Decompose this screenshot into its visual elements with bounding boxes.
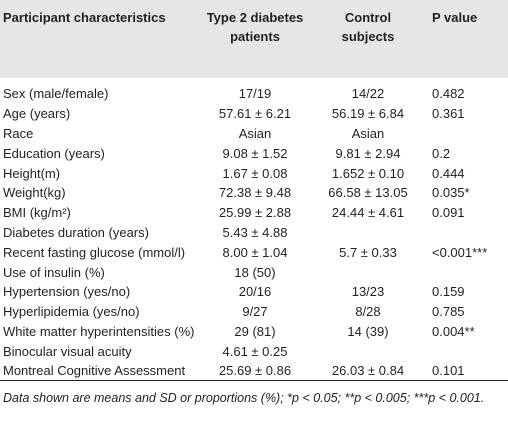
- table-cell: [422, 262, 508, 282]
- table-cell: Use of insulin (%): [3, 264, 105, 280]
- table-row: Age (years) 57.61 ± 6.21 56.19 ± 6.84 0.361: [0, 104, 508, 124]
- table-cell: 29 (81): [234, 323, 276, 339]
- table-cell: [422, 223, 508, 243]
- table-cell: 72.38 ± 9.48: [218, 185, 292, 201]
- table-cell: 17/19: [238, 86, 272, 102]
- column-header: P value: [432, 10, 478, 25]
- table-cell: 5.7 ± 0.33: [339, 244, 397, 260]
- table-cell: 0.785: [432, 304, 465, 320]
- table-cell: Weight(kg): [3, 185, 66, 201]
- table-cell: 1.652 ± 0.10: [331, 165, 405, 181]
- header-row: Participant characteristics Type 2 diabet…: [0, 0, 508, 78]
- table-cell: 4.61 ± 0.25: [222, 343, 288, 359]
- table-row: Hypertension (yes/no) 20/16 13/23 0.159: [0, 282, 508, 302]
- table-cell: White matter hyperintensities (%): [3, 323, 195, 339]
- table-row: BMI (kg/m²) 25.99 ± 2.88 24.44 ± 4.61 0.091: [0, 203, 508, 223]
- table-cell: [314, 262, 422, 282]
- table-row: Diabetes duration (years) 5.43 ± 4.88: [0, 223, 508, 243]
- table-cell: 14/22: [351, 86, 385, 102]
- table-cell: 0.444: [432, 165, 465, 181]
- table-cell: [422, 341, 508, 361]
- table-header: Participant characteristics Type 2 diabet…: [0, 0, 508, 78]
- table-cell: 0.482: [432, 86, 465, 102]
- column-header: Type 2 diabetes patients: [206, 10, 304, 44]
- table-cell: 9.81 ± 2.94: [335, 145, 401, 161]
- table-cell: 0.101: [422, 361, 508, 382]
- table-cell: 14 (39): [347, 323, 389, 339]
- table-cell: 1.67 ± 0.08: [222, 165, 288, 181]
- table-cell: [422, 124, 508, 144]
- table-cell: Education (years): [3, 145, 105, 161]
- table-cell: [314, 341, 422, 361]
- table-cell: BMI (kg/m²): [3, 205, 71, 221]
- table-cell: 0.035*: [432, 185, 470, 201]
- table-row: Weight(kg) 72.38 ± 9.48 66.58 ± 13.05 0.035…: [0, 183, 508, 203]
- table-cell: 18 (50): [234, 264, 276, 280]
- table-cell: 20/16: [238, 284, 272, 300]
- table-row: Height(m) 1.67 ± 0.08 1.652 ± 0.10 0.444: [0, 163, 508, 183]
- table-cell: [314, 223, 422, 243]
- table-cell: Height(m): [3, 165, 61, 181]
- table-cell: 5.43 ± 4.88: [222, 224, 288, 240]
- table-row: Montreal Cognitive Assessment 25.69 ± 0.8…: [0, 361, 508, 382]
- table-cell: 57.61 ± 6.21: [218, 106, 292, 122]
- table-cell: Asian: [351, 125, 385, 141]
- table-row: Sex (male/female) 17/19 14/22 0.482: [0, 84, 508, 104]
- column-header: Participant characteristics: [3, 10, 166, 25]
- table-cell: 25.99 ± 2.88: [218, 205, 292, 221]
- table-cell: 26.03 ± 0.84: [314, 361, 422, 382]
- table-body: Sex (male/female) 17/19 14/22 0.482 Age (yea…: [0, 78, 508, 382]
- footnote: Data shown are means and SD or proportio…: [3, 391, 485, 405]
- table-row: Recent fasting glucose (mmol/l) 8.00 ± 1.…: [0, 242, 508, 262]
- data-table: Participant characteristics Type 2 diabet…: [0, 0, 508, 382]
- table-cell: 25.69 ± 0.86: [196, 361, 314, 382]
- table-cell: <0.001***: [432, 244, 488, 260]
- table-row: Race Asian Asian: [0, 124, 508, 144]
- table-cell: Recent fasting glucose (mmol/l): [3, 244, 186, 260]
- table-cell: 0.361: [432, 106, 465, 122]
- table-cell: 56.19 ± 6.84: [331, 106, 405, 122]
- table-row: Binocular visual acuity 4.61 ± 0.25: [0, 341, 508, 361]
- table-cell: Hypertension (yes/no): [3, 284, 131, 300]
- table-cell: Binocular visual acuity: [3, 343, 132, 359]
- table-row: Hyperlipidemia (yes/no) 9/27 8/28 0.785: [0, 302, 508, 322]
- table-row: Use of insulin (%) 18 (50): [0, 262, 508, 282]
- table-cell: Race: [3, 125, 34, 141]
- column-header: Control subjects: [341, 10, 395, 44]
- table-cell: Hyperlipidemia (yes/no): [3, 304, 140, 320]
- table-row: Education (years) 9.08 ± 1.52 9.81 ± 2.94 0…: [0, 143, 508, 163]
- table-cell: 0.091: [432, 205, 465, 221]
- table-cell: Montreal Cognitive Assessment: [0, 361, 196, 382]
- table-cell: 13/23: [351, 284, 385, 300]
- table-cell: 9.08 ± 1.52: [222, 145, 288, 161]
- table-cell: Asian: [238, 125, 272, 141]
- table-cell: 8/28: [355, 304, 381, 320]
- table-cell: Age (years): [3, 106, 71, 122]
- table-cell: Diabetes duration (years): [3, 224, 149, 240]
- table-cell: 0.2: [432, 145, 451, 161]
- table-cell: Sex (male/female): [3, 86, 109, 102]
- table-cell: 9/27: [242, 304, 268, 320]
- table-cell: 0.004**: [432, 323, 475, 339]
- table-cell: 8.00 ± 1.04: [222, 244, 288, 260]
- table-row: White matter hyperintensities (%) 29 (81)…: [0, 322, 508, 342]
- table-cell: 66.58 ± 13.05: [328, 185, 408, 201]
- table-cell: 0.159: [432, 284, 465, 300]
- table-cell: 24.44 ± 4.61: [331, 205, 405, 221]
